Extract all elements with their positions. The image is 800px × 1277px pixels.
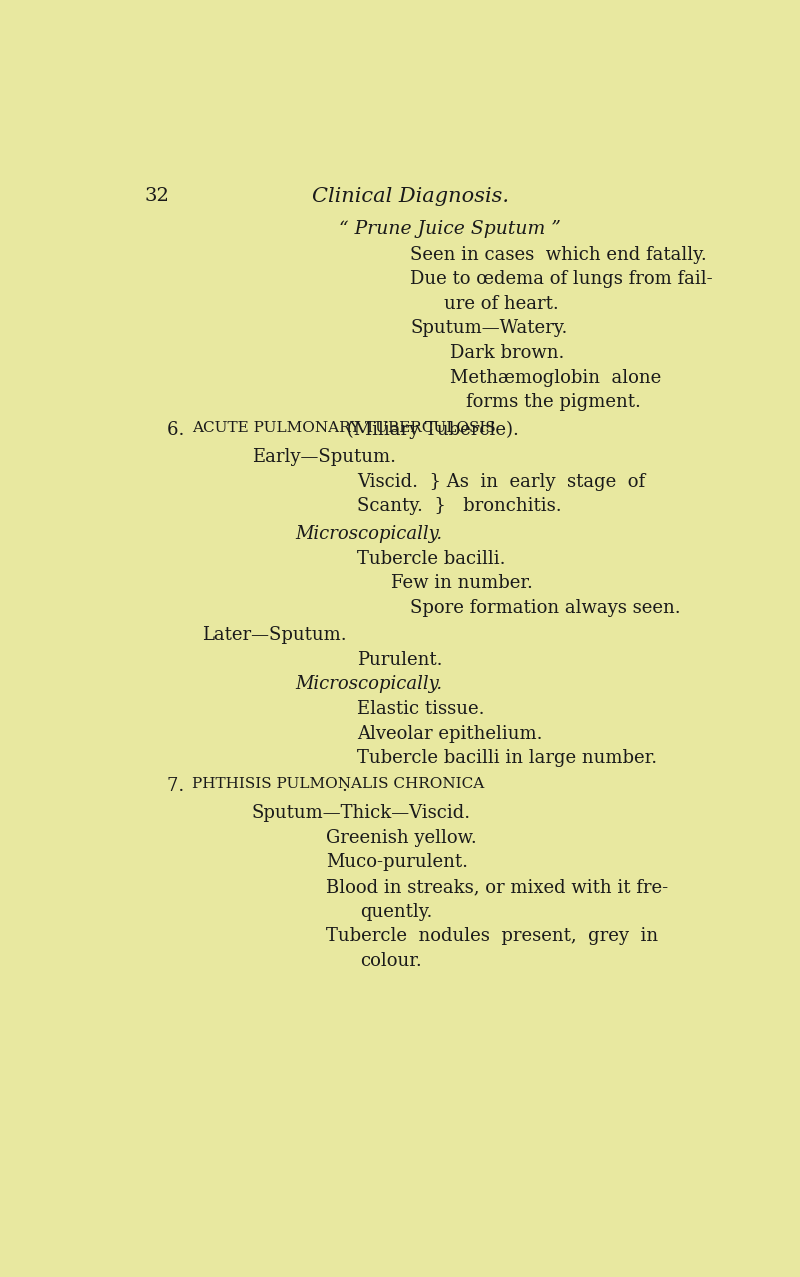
Text: Viscid.  } As  in  early  stage  of: Viscid. } As in early stage of — [358, 472, 646, 490]
Text: Elastic tissue.: Elastic tissue. — [358, 700, 485, 718]
Text: Greenish yellow.: Greenish yellow. — [326, 829, 477, 847]
Text: Spore formation always seen.: Spore formation always seen. — [410, 599, 681, 617]
Text: Tubercle  nodules  present,  grey  in: Tubercle nodules present, grey in — [326, 927, 658, 945]
Text: Alveolar epithelium.: Alveolar epithelium. — [358, 724, 542, 742]
Text: Sputum—Thick—Viscid.: Sputum—Thick—Viscid. — [252, 805, 471, 822]
Text: 6.: 6. — [167, 420, 196, 439]
Text: “ Prune Juice Sputum ”: “ Prune Juice Sputum ” — [338, 220, 561, 238]
Text: Clinical Diagnosis.: Clinical Diagnosis. — [311, 186, 509, 206]
Text: Seen in cases  which end fatally.: Seen in cases which end fatally. — [410, 245, 706, 263]
Text: Muco-purulent.: Muco-purulent. — [326, 853, 468, 871]
Text: (Miliary Tubercle).: (Miliary Tubercle). — [341, 420, 519, 439]
Text: ACUTE PULMONARY TUBERCULOSIS: ACUTE PULMONARY TUBERCULOSIS — [192, 420, 496, 434]
Text: 32: 32 — [145, 186, 170, 204]
Text: Sputum—Watery.: Sputum—Watery. — [410, 319, 567, 337]
Text: Microscopically.: Microscopically. — [295, 676, 442, 693]
Text: forms the pigment.: forms the pigment. — [466, 393, 641, 411]
Text: Microscopically.: Microscopically. — [295, 525, 442, 543]
Text: PHTHISIS PULMONALIS CHRONICA: PHTHISIS PULMONALIS CHRONICA — [192, 776, 485, 790]
Text: quently.: quently. — [360, 903, 433, 921]
Text: Tubercle bacilli.: Tubercle bacilli. — [358, 549, 506, 567]
Text: Later—Sputum.: Later—Sputum. — [202, 626, 347, 644]
Text: 7.: 7. — [167, 776, 196, 794]
Text: Tubercle bacilli in large number.: Tubercle bacilli in large number. — [358, 750, 658, 767]
Text: Purulent.: Purulent. — [358, 651, 443, 669]
Text: Due to œdema of lungs from fail-: Due to œdema of lungs from fail- — [410, 271, 713, 289]
Text: ure of heart.: ure of heart. — [444, 295, 559, 313]
Text: Dark brown.: Dark brown. — [450, 344, 565, 361]
Text: colour.: colour. — [360, 951, 422, 969]
Text: .: . — [341, 776, 347, 794]
Text: Methæmoglobin  alone: Methæmoglobin alone — [450, 369, 662, 387]
Text: Early—Sputum.: Early—Sputum. — [252, 448, 396, 466]
Text: Scanty.  }   bronchitis.: Scanty. } bronchitis. — [358, 497, 562, 516]
Text: Blood in streaks, or mixed with it fre-: Blood in streaks, or mixed with it fre- — [326, 877, 669, 896]
Text: Few in number.: Few in number. — [391, 575, 534, 593]
